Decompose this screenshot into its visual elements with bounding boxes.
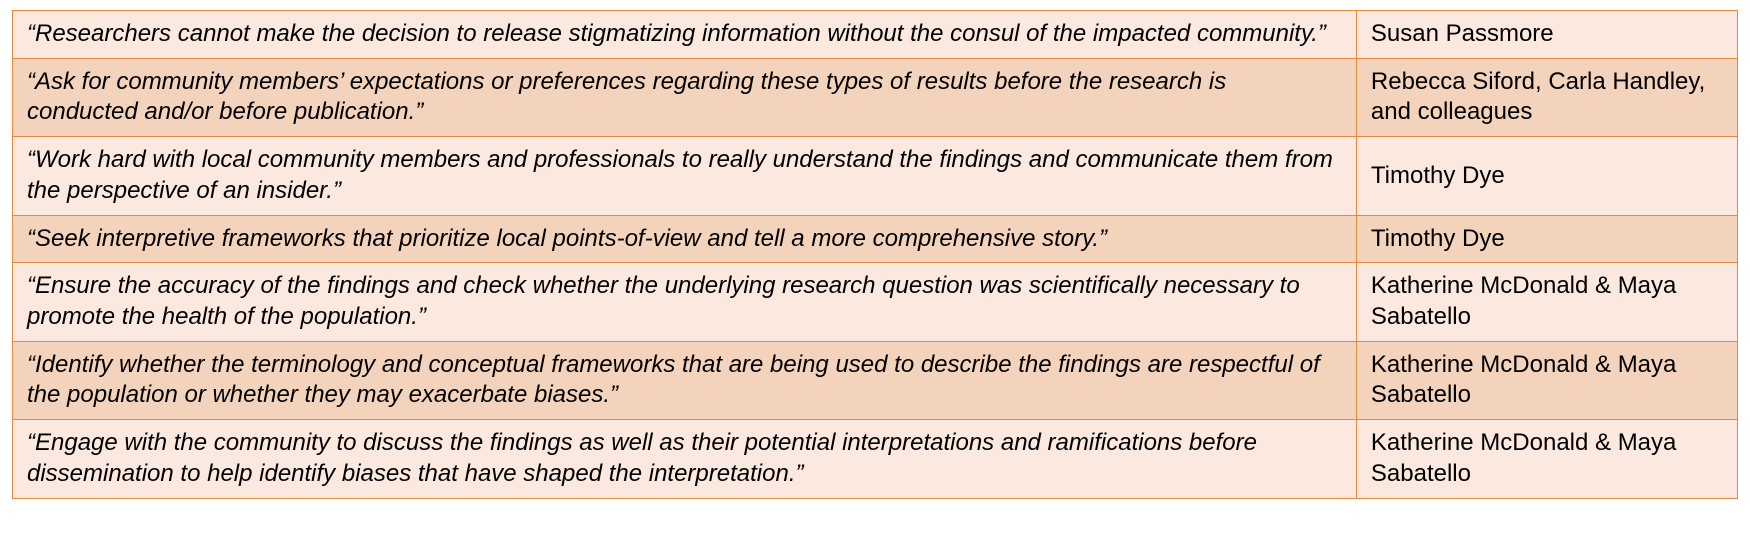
- author-cell: Timothy Dye: [1356, 215, 1737, 263]
- table-row: “Identify whether the terminology and co…: [13, 341, 1738, 419]
- quote-cell: “Seek interpretive frameworks that prior…: [13, 215, 1357, 263]
- quote-cell: “Work hard with local community members …: [13, 137, 1357, 215]
- table-row: “Seek interpretive frameworks that prior…: [13, 215, 1738, 263]
- author-cell: Katherine McDonald & Maya Sabatello: [1356, 341, 1737, 419]
- table-row: “Work hard with local community members …: [13, 137, 1738, 215]
- author-cell: Rebecca Siford, Carla Handley, and colle…: [1356, 58, 1737, 136]
- author-cell: Katherine McDonald & Maya Sabatello: [1356, 420, 1737, 498]
- table-row: “Ask for community members’ expectations…: [13, 58, 1738, 136]
- table-row: “Ensure the accuracy of the findings and…: [13, 263, 1738, 341]
- table-row: “Researchers cannot make the decision to…: [13, 11, 1738, 59]
- quote-cell: “Engage with the community to discuss th…: [13, 420, 1357, 498]
- author-cell: Susan Passmore: [1356, 11, 1737, 59]
- author-cell: Katherine McDonald & Maya Sabatello: [1356, 263, 1737, 341]
- quote-cell: “Identify whether the terminology and co…: [13, 341, 1357, 419]
- quotes-table: “Researchers cannot make the decision to…: [12, 10, 1738, 499]
- table-container: “Researchers cannot make the decision to…: [0, 0, 1750, 509]
- table-row: “Engage with the community to discuss th…: [13, 420, 1738, 498]
- author-cell: Timothy Dye: [1356, 137, 1737, 215]
- quote-cell: “Researchers cannot make the decision to…: [13, 11, 1357, 59]
- quote-cell: “Ask for community members’ expectations…: [13, 58, 1357, 136]
- quote-cell: “Ensure the accuracy of the findings and…: [13, 263, 1357, 341]
